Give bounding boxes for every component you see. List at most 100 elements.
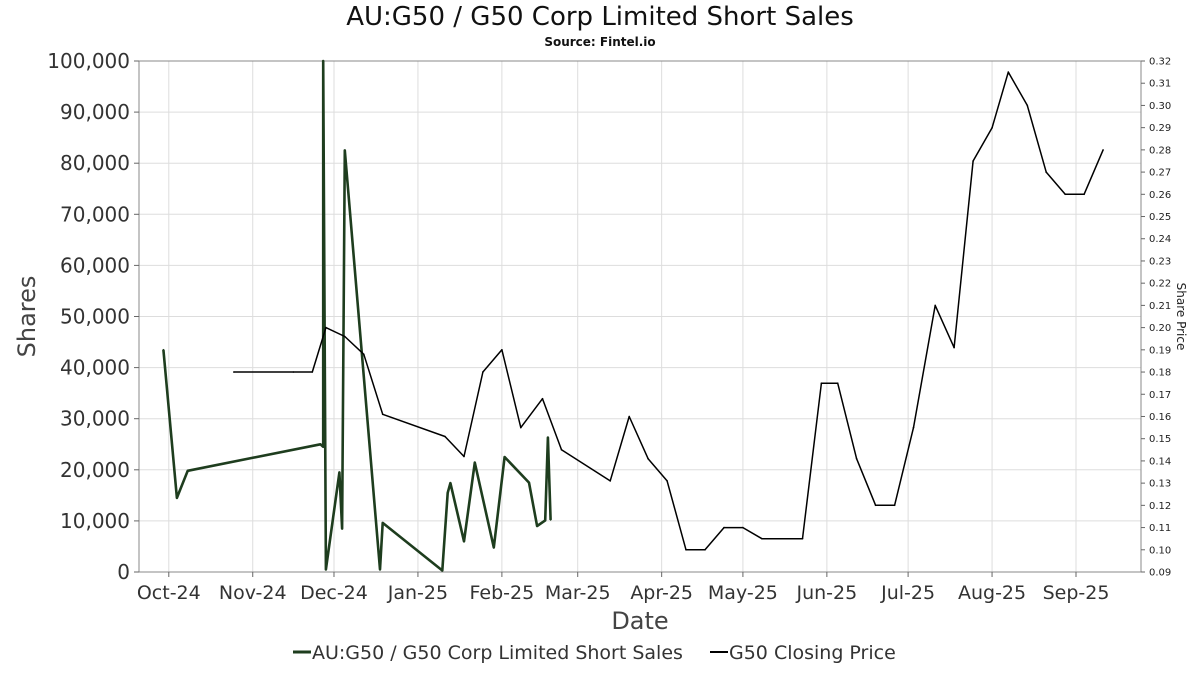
- short-sales-point: [186, 470, 189, 472]
- short-sales-point: [162, 348, 165, 351]
- y2-tick-label: 0.16: [1149, 412, 1171, 423]
- short-sales-point: [319, 443, 322, 446]
- x-tick-label: Jan-25: [387, 582, 448, 604]
- y2-tick-label: 0.28: [1149, 145, 1171, 156]
- short-sales-point: [547, 436, 549, 439]
- closing-price-point: [1064, 193, 1066, 196]
- short-sales-point: [322, 60, 325, 62]
- closing-price-point: [647, 457, 649, 460]
- y2-tick-label: 0.18: [1149, 368, 1171, 379]
- short-sales-point: [176, 497, 178, 499]
- closing-price-point: [311, 371, 314, 373]
- y2-tick-label: 0.30: [1149, 101, 1171, 112]
- closing-price-point: [609, 480, 611, 482]
- short-sales-point: [341, 527, 343, 530]
- short-sales-point: [381, 522, 384, 524]
- closing-price-point: [1045, 171, 1047, 173]
- closing-price-line: [233, 71, 1104, 551]
- short-sales-point: [441, 569, 444, 572]
- short-sales-point: [544, 519, 546, 522]
- short-sales-point: [379, 568, 381, 571]
- short-sales-point: [463, 540, 465, 543]
- short-sales-point: [446, 492, 449, 494]
- short-sales-point: [503, 456, 506, 458]
- x-tick-label: Apr-25: [630, 582, 693, 604]
- y2-tick-label: 0.22: [1149, 279, 1171, 290]
- closing-price-point: [801, 537, 804, 540]
- closing-price-point: [934, 304, 936, 307]
- closing-price-point: [1083, 193, 1085, 196]
- closing-price-point: [953, 346, 955, 349]
- y2-axis-title: Share Price: [1174, 283, 1188, 351]
- closing-price-point: [381, 413, 384, 416]
- y-tick-label: 40,000: [60, 356, 130, 380]
- y2-tick-label: 0.14: [1149, 456, 1171, 467]
- closing-price-point: [742, 526, 744, 529]
- y2-tick-label: 0.32: [1149, 57, 1171, 68]
- left-axis-ticks: 0 10,000 20,000 30,000 40,000 50,000 60,000 70,…: [47, 49, 139, 584]
- right-axis-ticks: 0.09 0.10 0.11 0.12 0.13 0.14 0.15 0.16 0.17 0.18…: [1141, 57, 1171, 579]
- closing-price-point: [501, 349, 503, 351]
- x-tick-label: Oct-24: [137, 582, 201, 604]
- closing-price-point: [233, 371, 235, 373]
- short-sales-point: [536, 525, 538, 527]
- y-tick-label: 60,000: [60, 253, 130, 277]
- legend-label-closing-price: G50 Closing Price: [729, 642, 896, 664]
- closing-price-point: [482, 371, 484, 373]
- y2-tick-label: 0.19: [1149, 345, 1171, 356]
- closing-price-point: [836, 382, 839, 385]
- y-tick-label: 90,000: [60, 100, 130, 124]
- y2-tick-label: 0.21: [1149, 301, 1171, 312]
- y-tick-label: 10,000: [60, 509, 130, 533]
- short-sales-point: [549, 519, 552, 521]
- y2-tick-label: 0.27: [1149, 168, 1171, 179]
- closing-price-point: [761, 537, 763, 540]
- short-sales-point: [528, 481, 530, 484]
- y-tick-label: 20,000: [60, 458, 130, 482]
- y-tick-label: 100,000: [47, 49, 130, 73]
- short-sales-point: [493, 546, 495, 549]
- closing-price-point: [1007, 71, 1010, 73]
- closing-price-point: [1102, 149, 1104, 151]
- closing-price-point: [463, 455, 465, 458]
- short-sales-point: [322, 446, 325, 448]
- y2-tick-label: 0.29: [1149, 123, 1171, 134]
- closing-price-point: [912, 426, 915, 429]
- closing-price-point: [820, 382, 823, 385]
- x-tick-label: Mar-25: [545, 582, 611, 604]
- x-tick-label: Sep-25: [1043, 582, 1110, 604]
- closing-price-point: [893, 504, 896, 507]
- y2-tick-label: 0.25: [1149, 212, 1171, 223]
- closing-price-point: [1026, 104, 1029, 107]
- closing-price-point: [972, 160, 974, 162]
- y2-tick-label: 0.12: [1149, 501, 1171, 512]
- x-axis-title: Date: [611, 607, 668, 635]
- closing-price-point: [520, 426, 522, 429]
- x-tick-label: Feb-25: [470, 582, 535, 604]
- y2-tick-label: 0.26: [1149, 190, 1171, 201]
- short-sales-point: [338, 471, 341, 474]
- short-sales-line: [162, 59, 552, 572]
- x-tick-label: Nov-24: [219, 582, 287, 604]
- closing-price-point: [855, 457, 858, 460]
- chart-title: AU:G50 / G50 Corp Limited Short Sales: [346, 2, 854, 32]
- y-tick-label: 80,000: [60, 151, 130, 175]
- closing-price-point: [704, 549, 706, 551]
- y2-tick-label: 0.23: [1149, 256, 1171, 267]
- y-axis-title: Shares: [13, 276, 41, 358]
- closing-price-point: [292, 371, 295, 373]
- closing-price-point: [628, 415, 630, 418]
- y2-tick-label: 0.09: [1149, 568, 1171, 579]
- legend: AU:G50 / G50 Corp Limited Short Sales G50…: [293, 642, 896, 664]
- closing-price-point: [444, 435, 446, 438]
- short-sales-point: [344, 149, 346, 152]
- y2-tick-label: 0.13: [1149, 479, 1171, 490]
- closing-price-point: [541, 397, 544, 400]
- x-tick-label: May-25: [708, 582, 778, 604]
- closing-price-point: [344, 335, 346, 338]
- y2-tick-label: 0.31: [1149, 79, 1171, 90]
- y2-tick-label: 0.11: [1149, 523, 1171, 534]
- y-tick-label: 0: [117, 560, 130, 584]
- y-tick-label: 30,000: [60, 407, 130, 431]
